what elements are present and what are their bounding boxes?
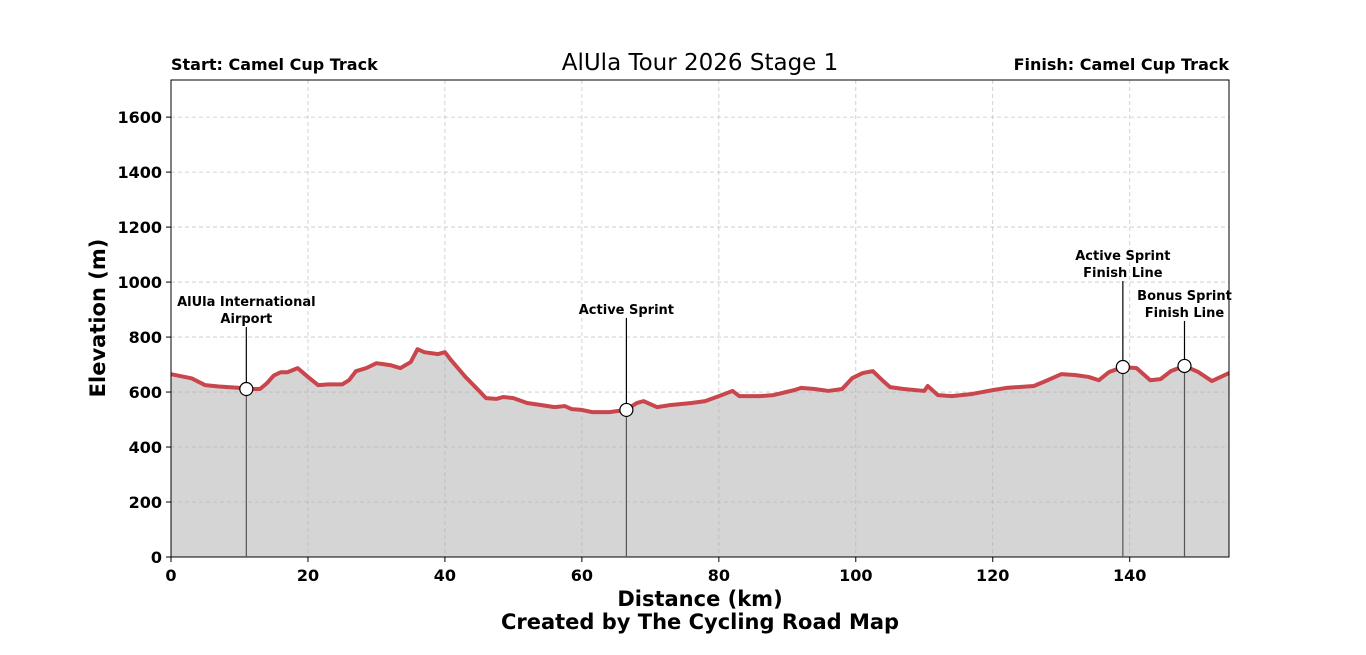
x-tick-label: 120 xyxy=(976,566,1009,585)
y-tick-label: 1400 xyxy=(117,163,162,182)
x-tick-label: 100 xyxy=(839,566,872,585)
marker-label: AlUla International xyxy=(177,295,315,310)
y-tick-label: 600 xyxy=(129,383,162,402)
x-tick-label: 20 xyxy=(297,566,319,585)
elevation-line xyxy=(170,347,1230,415)
y-tick-label: 1600 xyxy=(117,108,162,127)
marker-label: Active Sprint xyxy=(579,303,674,318)
x-tick-label: 140 xyxy=(1113,566,1146,585)
y-axis-label: Elevation (m) xyxy=(86,239,110,398)
marker-point xyxy=(1115,359,1130,375)
chart-title: AlUla Tour 2026 Stage 1 xyxy=(562,50,839,76)
footer: Created by The Cycling Road Map xyxy=(501,610,899,634)
x-axis-label: Distance (km) xyxy=(617,587,782,611)
finish-label: Finish: Camel Cup Track xyxy=(1014,55,1230,74)
y-tick-label: 0 xyxy=(151,548,162,567)
y-tick-label: 800 xyxy=(129,328,162,347)
x-tick-label: 40 xyxy=(434,566,456,585)
y-tick-label: 1000 xyxy=(117,273,162,292)
y-tick-label: 400 xyxy=(129,438,162,457)
start-label: Start: Camel Cup Track xyxy=(171,55,378,74)
marker-label: Active Sprint xyxy=(1075,249,1170,264)
x-tick-label: 80 xyxy=(708,566,730,585)
plot-frame xyxy=(170,79,1230,558)
marker-point xyxy=(239,381,254,397)
marker-label: Bonus Sprint xyxy=(1137,289,1232,304)
x-tick-label: 0 xyxy=(165,566,176,585)
x-tick-label: 60 xyxy=(571,566,593,585)
marker-label: Finish Line xyxy=(1145,306,1225,321)
marker-point xyxy=(619,402,634,418)
elevation-area xyxy=(171,349,1229,557)
marker-label: Finish Line xyxy=(1083,266,1163,281)
marker-point xyxy=(1177,358,1192,374)
marker-label: Airport xyxy=(220,312,272,327)
y-tick-label: 1200 xyxy=(117,218,162,237)
y-tick-label: 200 xyxy=(129,493,162,512)
